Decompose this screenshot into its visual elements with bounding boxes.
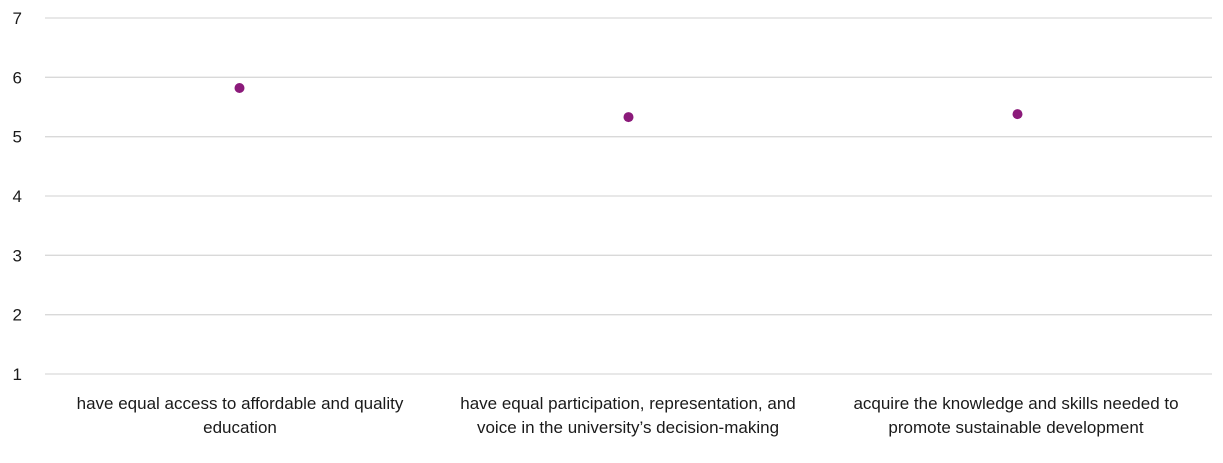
category-label-1: have equal access to affordable and qual…: [76, 394, 404, 437]
y-tick-label-7: 7: [13, 9, 22, 28]
data-point-2: [623, 112, 634, 123]
data-point-1: [234, 83, 245, 94]
gridlines: [45, 17, 1212, 375]
y-tick-label-5: 5: [13, 128, 22, 147]
category-label-2: have equal participation, representation…: [460, 394, 796, 437]
y-axis-ticks: 1 2 3 4 5 6 7: [13, 9, 22, 384]
data-points: [234, 83, 1023, 123]
y-tick-label-2: 2: [13, 306, 22, 325]
category-label-3: acquire the knowledge and skills needed …: [853, 394, 1179, 437]
data-point-3: [1012, 109, 1023, 120]
y-tick-label-4: 4: [13, 187, 22, 206]
y-tick-label-6: 6: [13, 68, 22, 87]
y-tick-label-3: 3: [13, 246, 22, 265]
y-tick-label-1: 1: [13, 365, 22, 384]
